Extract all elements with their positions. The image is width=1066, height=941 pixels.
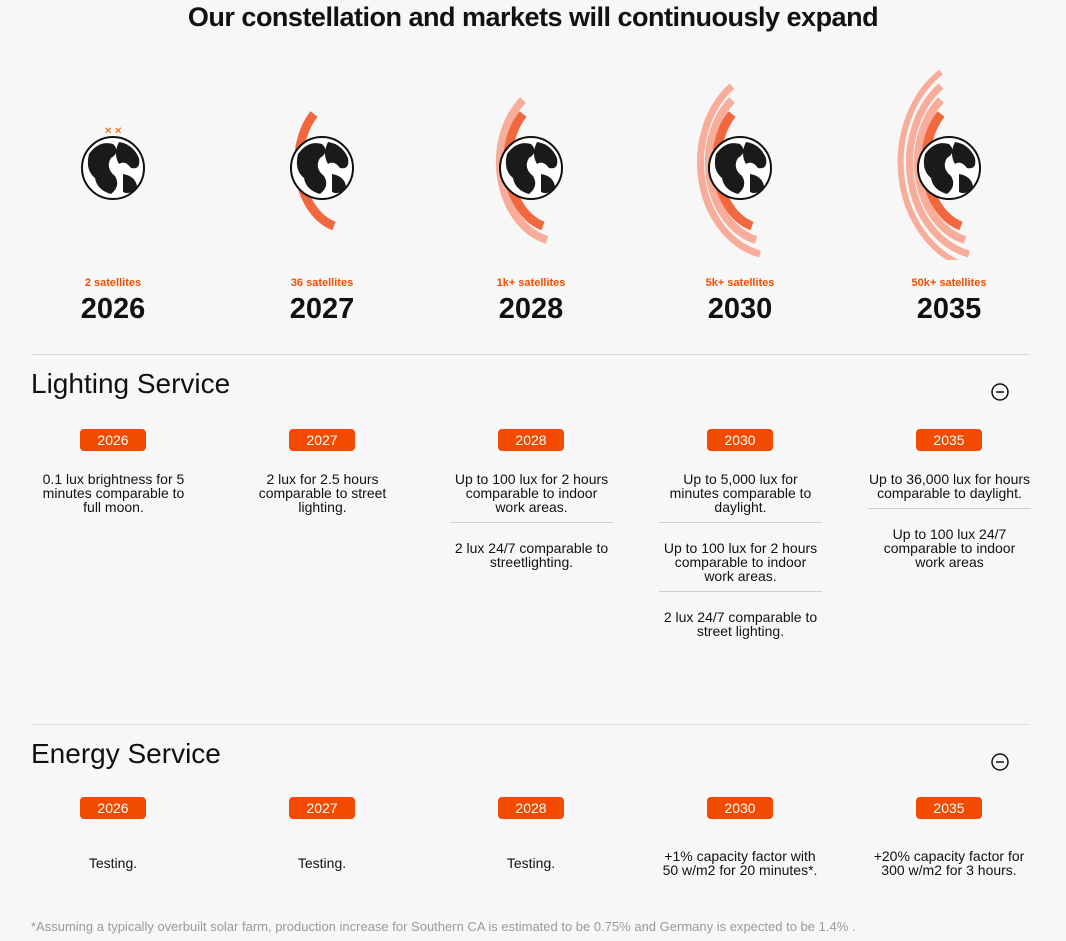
satellite-count: 36 satellites — [290, 277, 354, 289]
satellite-count: 1k+ satellites — [496, 277, 566, 289]
globe-land — [505, 142, 558, 194]
section-title: Energy Service — [31, 738, 221, 769]
service-item: Up to 5,000 lux for minutes comparable t… — [659, 472, 822, 523]
service-item: Up to 100 lux for 2 hours comparable to … — [450, 472, 613, 523]
year-badge: 2026 — [80, 797, 146, 819]
satellite-icon: ✕ — [114, 126, 122, 137]
year-badge: 2035 — [916, 429, 982, 451]
year-badge: 2027 — [289, 429, 355, 451]
divider — [31, 724, 1029, 725]
year-badge: 2030 — [707, 797, 773, 819]
service-item: Testing. — [88, 855, 138, 871]
milestone-year: 2028 — [498, 293, 564, 325]
service-column: +20% capacity factor for 300 w/m2 for 3 … — [864, 848, 1034, 878]
orbit-arc — [897, 69, 960, 260]
service-item: Up to 36,000 lux for hours comparable to… — [868, 472, 1031, 509]
section-title: Lighting Service — [31, 368, 231, 399]
globe-land — [296, 142, 349, 194]
orbit-arc — [696, 83, 761, 258]
globe-land — [87, 142, 140, 194]
milestone-year: 2030 — [707, 293, 773, 325]
year-badge: 2035 — [916, 797, 982, 819]
service-column: Up to 36,000 lux for hours comparable to… — [868, 472, 1031, 577]
service-column: 2 lux for 2.5 hours comparable to street… — [241, 472, 404, 522]
year-badge: 2030 — [707, 429, 773, 451]
service-item: 2 lux 24/7 comparable to streetlighting. — [454, 540, 609, 570]
footnote: *Assuming a typically overbuilt solar fa… — [31, 919, 856, 934]
service-column: Testing. — [237, 848, 407, 878]
service-item: 2 lux 24/7 comparable to street lighting… — [663, 609, 818, 639]
milestone-year: 2027 — [289, 293, 355, 325]
page-title: Our constellation and markets will conti… — [187, 2, 879, 32]
service-column: 0.1 lux brightness for 5 minutes compara… — [32, 472, 195, 522]
year-badge: 2027 — [289, 797, 355, 819]
globe-land — [714, 142, 767, 194]
service-item: Up to 100 lux 24/7 comparable to indoor … — [883, 526, 1016, 570]
year-badge: 2028 — [498, 797, 564, 819]
globes: ✕ ✕ — [81, 69, 981, 260]
milestone-year: 2035 — [916, 293, 982, 325]
collapse-button[interactable] — [990, 752, 1010, 772]
service-column: Testing. — [446, 848, 616, 878]
milestone-year: 2026 — [80, 293, 146, 325]
service-item: Testing. — [297, 855, 347, 871]
service-column: Testing. — [28, 848, 198, 878]
year-badge: 2028 — [498, 429, 564, 451]
collapse-button[interactable] — [990, 382, 1010, 402]
service-item: +1% capacity factor with 50 w/m2 for 20 … — [662, 848, 818, 878]
divider — [31, 354, 1029, 355]
service-item: Up to 100 lux for 2 hours comparable to … — [659, 523, 822, 592]
service-item: 2 lux for 2.5 hours comparable to street… — [258, 471, 387, 515]
service-item: +20% capacity factor for 300 w/m2 for 3 … — [873, 848, 1025, 878]
orbit-arc — [905, 83, 970, 258]
satellite-count: 5k+ satellites — [705, 277, 775, 289]
satellite-count: 2 satellites — [84, 277, 142, 289]
satellite-count: 50k+ satellites — [911, 277, 987, 289]
satellite-icon: ✕ — [104, 126, 112, 137]
service-column: Up to 100 lux for 2 hours comparable to … — [450, 472, 613, 577]
service-item: Testing. — [506, 855, 556, 871]
year-badge: 2026 — [80, 429, 146, 451]
service-column: Up to 5,000 lux for minutes comparable t… — [659, 472, 822, 646]
service-column: +1% capacity factor with 50 w/m2 for 20 … — [655, 848, 825, 878]
service-item: 0.1 lux brightness for 5 minutes compara… — [42, 471, 185, 515]
globe-land — [923, 142, 976, 194]
